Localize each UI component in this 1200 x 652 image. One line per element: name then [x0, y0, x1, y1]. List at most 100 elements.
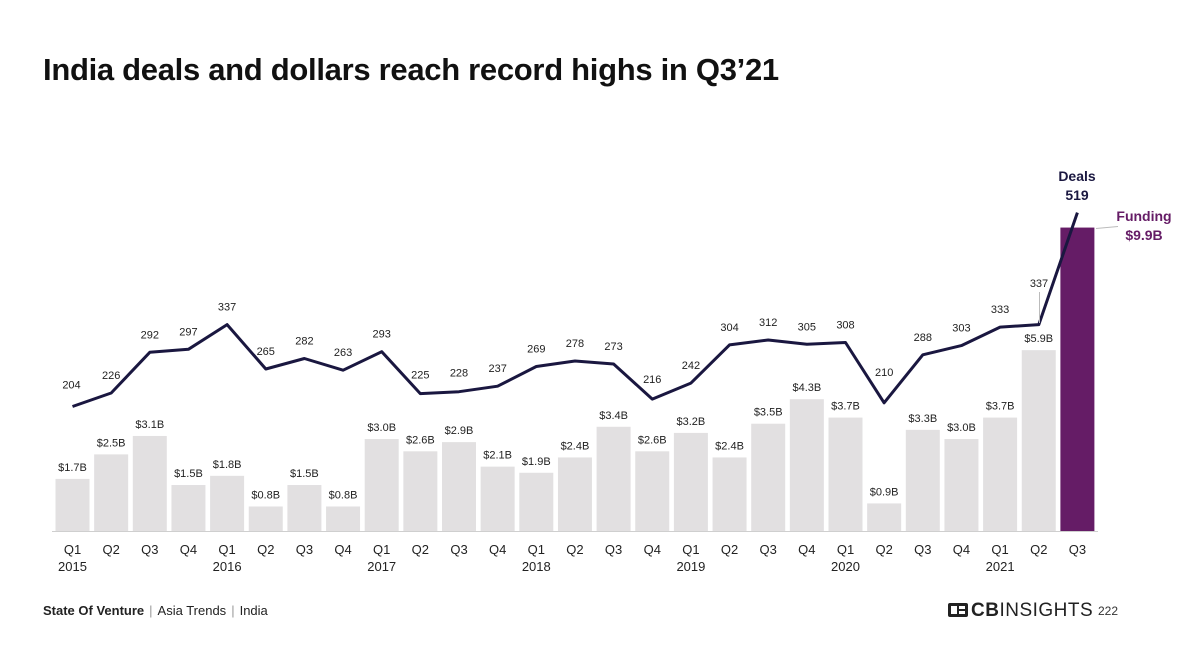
funding-bar — [635, 451, 670, 531]
x-tick-quarter: Q1 — [991, 542, 1008, 557]
funding-bar — [287, 485, 322, 531]
x-tick-quarter: Q4 — [334, 542, 351, 557]
funding-value-label: $1.5B — [174, 468, 203, 480]
funding-value-label: $3.3B — [908, 413, 937, 425]
funding-bar — [403, 451, 438, 531]
funding-bar — [828, 417, 863, 531]
x-tick-year: 2018 — [522, 559, 551, 574]
funding-bar — [132, 435, 167, 531]
funding-bar — [171, 485, 206, 531]
deals-value-label: 303 — [952, 323, 970, 335]
footer-divider: | — [149, 603, 153, 618]
deals-value-label: 282 — [295, 335, 313, 347]
deals-value-label: 278 — [566, 338, 584, 350]
funding-bar — [867, 503, 902, 531]
funding-bar — [480, 466, 515, 531]
funding-bar — [94, 454, 129, 531]
deals-value-label: 226 — [102, 370, 120, 382]
deals-value-label: 292 — [141, 329, 159, 341]
x-tick-quarter: Q2 — [257, 542, 274, 557]
deals-value-label: 308 — [836, 319, 854, 331]
funding-value-label: $3.4B — [599, 410, 628, 422]
x-tick-quarter: Q3 — [450, 542, 467, 557]
x-tick-year: 2015 — [58, 559, 87, 574]
funding-value-label: $2.1B — [483, 450, 512, 462]
x-tick-quarter: Q3 — [760, 542, 777, 557]
deals-value-label: 269 — [527, 343, 545, 355]
funding-callout-name: Funding — [1116, 208, 1171, 224]
x-tick-year: 2016 — [213, 559, 242, 574]
x-tick-quarter: Q2 — [412, 542, 429, 557]
deals-value-label: 304 — [720, 322, 738, 334]
deals-value-label: 337 — [218, 302, 236, 314]
funding-value-label: $3.5B — [754, 407, 783, 419]
logo-bold-text: CB — [971, 600, 1000, 621]
deals-line — [72, 212, 1079, 408]
funding-value-label: $2.6B — [638, 434, 667, 446]
funding-value-label: $0.8B — [329, 489, 358, 501]
deals-value-label: 288 — [914, 332, 932, 344]
deals-value-label: 242 — [682, 360, 700, 372]
footer-breadcrumb: State Of Venture | Asia Trends | India — [43, 603, 268, 618]
cb-insights-logo: CBINSIGHTS — [948, 600, 1093, 622]
x-tick-quarter: Q1 — [373, 542, 390, 557]
deals-value-label: 210 — [875, 367, 893, 379]
deals-value-label: 237 — [488, 363, 506, 375]
funding-value-label: $0.8B — [251, 489, 280, 501]
x-tick-quarter: Q3 — [1069, 542, 1086, 557]
footer-report: State Of Venture — [43, 603, 145, 618]
funding-bar — [326, 506, 361, 531]
x-tick-quarter: Q1 — [837, 542, 854, 557]
logo-text: INSIGHTS — [999, 600, 1094, 621]
funding-value-label: $5.9B — [1024, 333, 1053, 345]
funding-value-label: $3.7B — [831, 401, 860, 413]
funding-value-label: $3.0B — [367, 422, 396, 434]
x-tick-quarter: Q4 — [798, 542, 815, 557]
deals-value-label: 265 — [257, 346, 275, 358]
deals-value-label: 305 — [798, 321, 816, 333]
funding-value-label: $2.4B — [715, 440, 744, 452]
x-tick-quarter: Q1 — [528, 542, 545, 557]
x-tick-quarter: Q4 — [953, 542, 970, 557]
funding-callout-leader — [1095, 226, 1119, 229]
deals-value-label: 263 — [334, 347, 352, 359]
x-tick-quarter: Q2 — [721, 542, 738, 557]
funding-bar — [673, 432, 708, 531]
deals-value-label: 225 — [411, 370, 429, 382]
funding-bar — [210, 475, 245, 531]
x-tick-year: 2021 — [986, 559, 1015, 574]
x-tick-quarter: Q3 — [296, 542, 313, 557]
deals-callout-value: 519 — [1065, 187, 1089, 203]
funding-bar — [789, 399, 824, 531]
funding-value-label: $1.9B — [522, 456, 551, 468]
x-tick-quarter: Q1 — [64, 542, 81, 557]
funding-bar — [1060, 227, 1095, 531]
funding-value-label: $3.7B — [986, 401, 1015, 413]
funding-bar — [364, 439, 399, 531]
x-tick-quarter: Q2 — [566, 542, 583, 557]
x-tick-quarter: Q4 — [180, 542, 197, 557]
funding-value-label: $2.4B — [561, 440, 590, 452]
funding-bar — [55, 478, 90, 531]
funding-bar — [944, 439, 979, 531]
funding-value-label: $4.3B — [792, 382, 821, 394]
deals-callout-name: Deals — [1058, 168, 1096, 184]
cb-logo-icon — [948, 603, 968, 617]
deals-value-label: 216 — [643, 374, 661, 386]
x-tick-quarter: Q3 — [914, 542, 931, 557]
funding-bar — [596, 426, 631, 531]
funding-value-label: $3.2B — [677, 416, 706, 428]
footer-section: Asia Trends — [157, 603, 227, 618]
deals-value-label: 297 — [179, 326, 197, 338]
deals-value-label: 337 — [1030, 278, 1048, 290]
funding-bar — [557, 457, 592, 531]
funding-bar — [519, 472, 554, 531]
funding-value-label: $2.5B — [97, 437, 126, 449]
footer-region: India — [239, 603, 268, 618]
funding-value-label: $3.0B — [947, 422, 976, 434]
funding-value-label: $3.1B — [135, 419, 164, 431]
funding-bar — [442, 442, 476, 531]
funding-bar — [712, 457, 747, 531]
funding-bar — [248, 506, 283, 531]
chart-title: India deals and dollars reach record hig… — [43, 52, 779, 87]
